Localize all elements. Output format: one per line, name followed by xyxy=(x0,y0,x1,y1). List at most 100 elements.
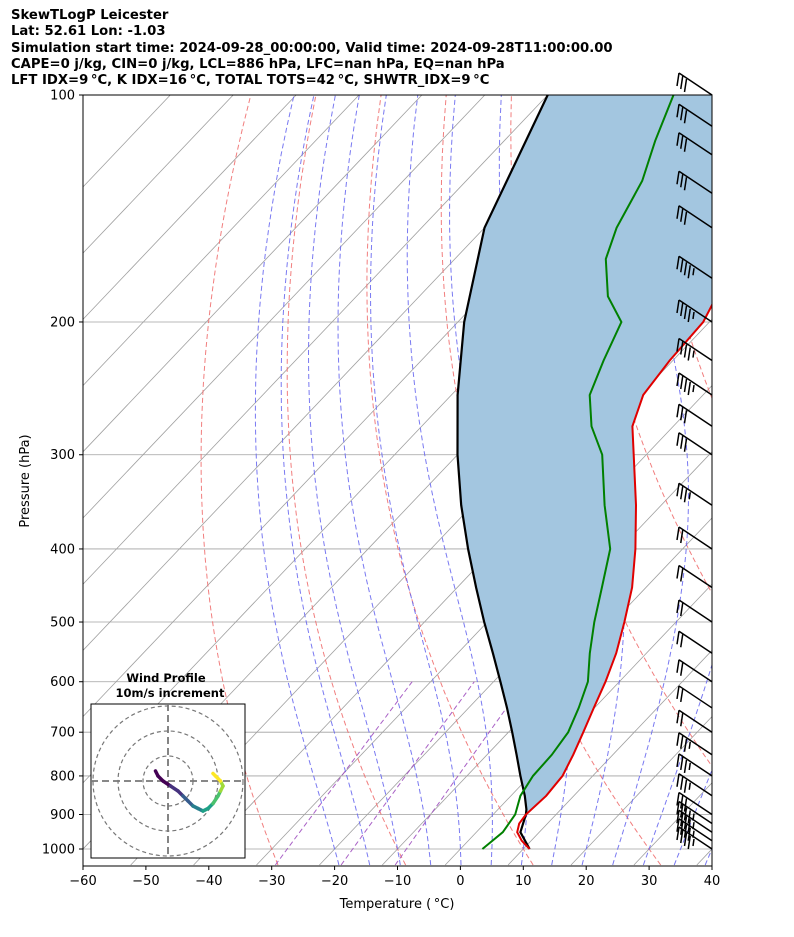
dry-adiabat-line xyxy=(772,95,794,865)
wind-barb-staff xyxy=(678,526,713,550)
wind-barb-flag xyxy=(676,432,680,446)
isotherm-line xyxy=(83,95,548,585)
isotherm-line xyxy=(83,95,234,254)
wind-barb-flag xyxy=(680,407,684,421)
wind-barb-half xyxy=(692,813,695,821)
wind-barb-flag xyxy=(683,177,688,191)
wind-barb-flag xyxy=(680,804,684,818)
isotherm-line xyxy=(382,517,712,866)
wind-barb-flag xyxy=(680,135,684,149)
wind-barb-staff xyxy=(678,685,713,709)
y-tick-label: 300 xyxy=(50,448,75,463)
wind-barb-flag xyxy=(680,174,684,188)
x-tick-label: −10 xyxy=(384,874,411,889)
moist-adiabat-line xyxy=(704,847,712,866)
wind-barb-flag xyxy=(680,713,684,727)
wind-barb-staff xyxy=(678,753,713,777)
thermo-indices-line: LFT IDX=9 °C, K IDX=16 °C, TOTAL TOTS=42… xyxy=(11,73,490,89)
wind-barb-staff xyxy=(678,659,713,683)
moist-adiabat-line xyxy=(673,768,712,866)
wind-barb-half xyxy=(688,741,691,749)
x-tick-label: −60 xyxy=(69,874,96,889)
wind-barb-flag xyxy=(676,599,680,614)
wind-barb xyxy=(676,299,713,323)
x-tick-label: −50 xyxy=(132,874,159,889)
wind-barb-flag xyxy=(683,211,688,225)
wind-barb-staff xyxy=(678,432,713,456)
wind-barb-staff xyxy=(678,103,713,127)
wind-barb-flag xyxy=(687,381,691,396)
wind-barb-flag xyxy=(683,779,688,793)
x-tick-label: 10 xyxy=(515,874,532,889)
wind-barb-flag xyxy=(680,208,684,222)
hodograph-segment xyxy=(211,771,218,778)
cin-cape-fill xyxy=(457,95,712,815)
inset-title: Wind Profile xyxy=(126,671,206,685)
mixing-ratio-line xyxy=(274,681,413,866)
wind-barb-staff xyxy=(678,372,713,396)
isotherm-line xyxy=(319,451,712,866)
wind-barb-staff xyxy=(678,482,713,506)
wind-barb xyxy=(676,732,713,756)
wind-barb-flag xyxy=(683,807,688,821)
x-tick-label: 0 xyxy=(456,874,464,889)
wind-barb-staff xyxy=(678,826,713,850)
y-tick-label: 700 xyxy=(50,726,75,741)
x-axis-label: Temperature ( °C) xyxy=(339,897,455,912)
wind-barb-flag xyxy=(680,821,684,835)
x-tick-label: −40 xyxy=(195,874,222,889)
x-tick-label: 20 xyxy=(578,874,595,889)
wind-barb-half xyxy=(692,838,695,847)
wind-barb-flag xyxy=(676,753,680,768)
wind-barb-staff xyxy=(678,800,713,825)
wind-barb-flag xyxy=(676,801,680,815)
wind-barb-flag xyxy=(676,72,680,87)
wind-barb-flag xyxy=(680,795,684,809)
wind-barb-staff xyxy=(678,72,713,96)
wind-barb-flag xyxy=(676,631,680,645)
x-tick-label: −30 xyxy=(258,874,285,889)
wind-barb-flag xyxy=(687,265,691,279)
wind-barb xyxy=(676,205,713,229)
wind-barb xyxy=(676,526,713,550)
wind-barb-staff xyxy=(678,732,713,756)
wind-barb-half xyxy=(692,268,695,276)
wind-barb xyxy=(676,826,713,850)
isotherm-line xyxy=(83,95,360,387)
wind-barb xyxy=(676,72,713,96)
y-tick-label: 900 xyxy=(50,808,75,823)
chart-title: SkewTLogP Leicester xyxy=(11,8,169,23)
wind-barb-flag xyxy=(687,308,691,323)
x-tick-label: 30 xyxy=(641,874,658,889)
wind-barb-flag xyxy=(680,568,684,582)
wind-barb-flag xyxy=(676,404,680,418)
wind-barb-flag xyxy=(676,810,680,824)
wind-barb-flag xyxy=(676,710,680,724)
wind-barb-half xyxy=(688,492,691,500)
wind-barb-staff xyxy=(678,773,713,797)
wind-barb-half xyxy=(688,782,691,790)
wind-barb xyxy=(676,659,713,683)
wind-barb-half xyxy=(692,830,695,838)
wind-barb-flag xyxy=(680,735,684,749)
wind-barb xyxy=(676,337,713,362)
wind-barb-half xyxy=(688,762,691,771)
wind-barb-flag xyxy=(680,435,684,449)
moist-adiabat-line xyxy=(280,95,371,866)
isotherm-line xyxy=(83,95,486,519)
wind-barb xyxy=(676,372,713,396)
wind-barb xyxy=(676,818,713,842)
wind-barb xyxy=(676,432,713,456)
wind-barb-flag xyxy=(676,732,680,746)
y-tick-label: 800 xyxy=(50,769,75,784)
wind-barb xyxy=(676,103,713,127)
wind-barb xyxy=(676,753,713,777)
wind-barb xyxy=(676,630,713,654)
wind-barb-flag xyxy=(683,489,688,503)
wind-barb-flag xyxy=(676,205,680,219)
wind-barb xyxy=(676,170,713,194)
moist-adiabat-line xyxy=(254,95,340,866)
isotherm-line xyxy=(570,715,712,866)
moist-adiabat-line xyxy=(307,95,401,866)
wind-barb-flag xyxy=(683,816,688,830)
